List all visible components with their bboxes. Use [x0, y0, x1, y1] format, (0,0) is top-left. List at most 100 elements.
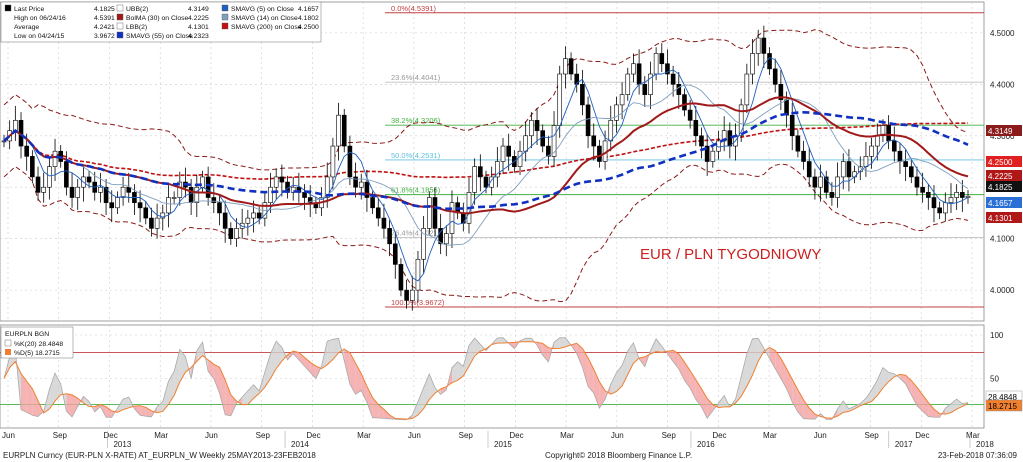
candle-body [506, 145, 511, 157]
candle-body [444, 233, 449, 245]
candle-body [98, 186, 103, 193]
stoch-fill [752, 338, 759, 376]
stoch-fill [809, 408, 815, 420]
legend-label: UBB(2) [126, 6, 148, 13]
candle-body [415, 258, 421, 291]
candle-body [404, 289, 409, 301]
y-tick-label: 100 [990, 331, 1004, 340]
footer: EURPLN Curncy (EUR-PLN X-RATE) AT_EURPLN… [0, 450, 1023, 462]
y-tick-label: 50 [990, 375, 999, 384]
stoch-fill [667, 350, 674, 362]
stoch-fill [616, 365, 623, 392]
stoch-fill [877, 367, 883, 396]
stoch-fill [775, 350, 781, 379]
candle-body [948, 197, 954, 203]
stoch-fill [837, 400, 844, 416]
footer-left: EURPLN Curncy (EUR-PLN X-RATE) AT_EURPLN… [3, 451, 316, 460]
candle-body [529, 120, 534, 137]
stoch-d-line [3, 341, 969, 420]
candle-body [563, 58, 568, 75]
smavg-55-line [3, 110, 969, 211]
candle-body [387, 228, 392, 245]
stoch-fill [554, 337, 560, 349]
y-tick-label: 4.3000 [990, 132, 1015, 141]
candle-body [937, 207, 942, 214]
stoch-fill [219, 367, 226, 415]
fib-level-label: 100.0%(3.9672) [391, 298, 445, 307]
stoch-fill [157, 401, 163, 413]
legend-value: 4.2323 [188, 33, 209, 40]
candle-body [279, 176, 285, 183]
candle-body [614, 104, 619, 121]
price-tag-label: 4.2225 [988, 172, 1013, 181]
legend-label: SMAVG (55) on Close [126, 33, 193, 40]
candle-body [375, 207, 381, 219]
stoch-fill [695, 379, 702, 407]
stoch-fill [452, 361, 458, 383]
stoch-fill [423, 373, 430, 409]
smavg-5-line [3, 57, 969, 282]
stoch-fill [32, 388, 38, 417]
x-tick-label: Sep [662, 431, 677, 440]
candle-body [591, 135, 597, 147]
candle-body [115, 197, 120, 209]
candle-body [597, 145, 602, 162]
stoch-fill [951, 399, 957, 413]
candle-body [886, 125, 891, 142]
candle-body [863, 156, 869, 167]
candle-body [364, 181, 370, 198]
stoch-fill [718, 395, 725, 408]
x-year-label: 2018 [976, 440, 994, 449]
candle-body [52, 150, 58, 167]
candle-body [256, 212, 262, 219]
x-tick-label: Dec [509, 431, 523, 440]
stoch-fill [843, 400, 849, 413]
stoch-fill [673, 350, 679, 369]
candle-body [47, 166, 52, 188]
candle-body [823, 176, 829, 193]
price-tag [986, 212, 1022, 223]
candle-body [687, 109, 693, 121]
candle-body [551, 125, 557, 157]
x-tick-label: Mar [763, 431, 777, 440]
y-tick-label: 4.0000 [990, 286, 1015, 295]
stoch-fill [865, 390, 872, 404]
candle-body [160, 212, 166, 219]
stoch-fill [627, 342, 634, 375]
stoch-fill [349, 352, 356, 395]
candle-body [347, 145, 353, 178]
candle-body [154, 217, 160, 229]
candle-body [234, 228, 239, 239]
stoch-fill [797, 389, 804, 419]
candle-body [625, 73, 631, 95]
candle-body [432, 197, 438, 229]
candle-body [205, 176, 211, 198]
candle-body [438, 228, 443, 245]
candle-body [943, 202, 948, 214]
fib-level-label: 50.0%(4.2531) [391, 151, 441, 160]
candle-body [608, 120, 614, 142]
y-tick-label: 4.1000 [990, 235, 1015, 244]
stoch-k-line [3, 337, 969, 421]
candle-body [143, 207, 149, 219]
x-tick-label: Mar [560, 431, 574, 440]
candle-body [546, 145, 551, 157]
stoch-fill [457, 361, 464, 381]
stoch-fill [378, 404, 384, 419]
upper-bollinger-band [3, 29, 969, 171]
stoch-fill [287, 351, 294, 360]
stoch-fill [758, 338, 764, 362]
candle-body [370, 197, 375, 209]
candle-body [64, 161, 69, 188]
stoch-legend: EURPLN BGN %K(20) 28.4848 %D(5) 18.2715 [0, 326, 74, 359]
price-tag-label: 4.1657 [988, 199, 1013, 208]
legend-value: 4.2500 [298, 24, 319, 31]
candle-body [852, 171, 857, 178]
stoch-fill [542, 343, 549, 362]
candle-body [767, 53, 772, 70]
candle-body [653, 53, 659, 75]
stoch-fill [469, 338, 475, 367]
candle-body [489, 176, 494, 188]
candle-body [461, 212, 466, 224]
